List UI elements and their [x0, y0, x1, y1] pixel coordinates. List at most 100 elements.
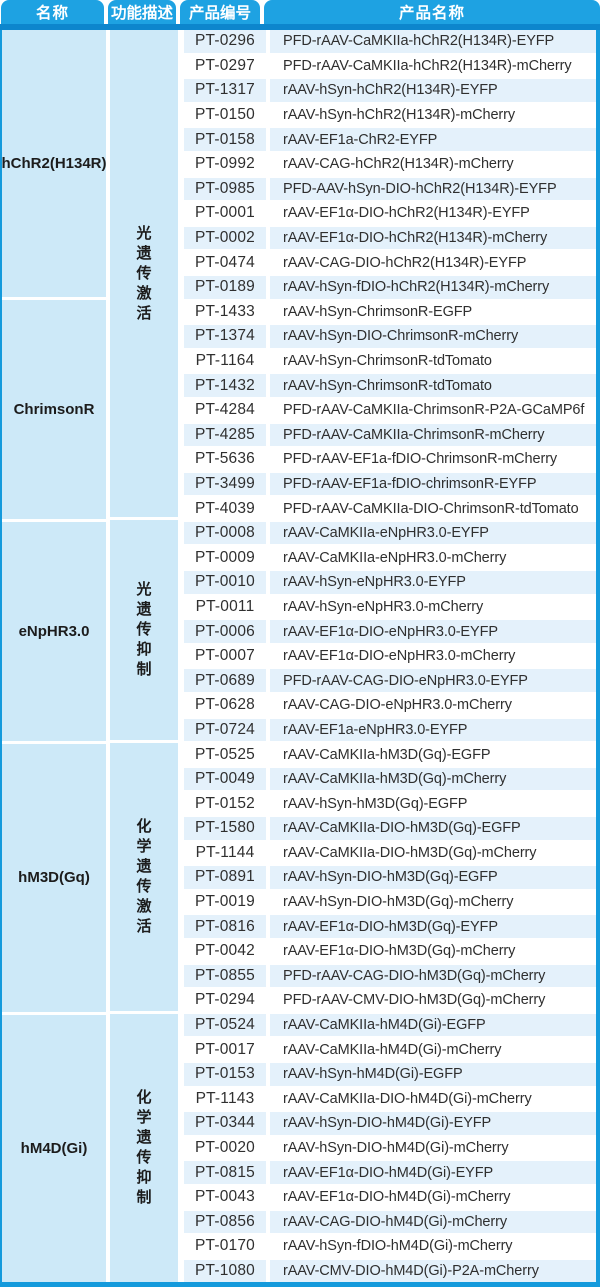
table-row: PT-0724 rAAV-EF1a-eNpHR3.0-EYFP — [184, 718, 596, 744]
table-row: PT-0020 rAAV-hSyn-DIO-hM4D(Gi)-mCherry — [184, 1136, 596, 1162]
product-code-cell: PT-0992 — [184, 152, 270, 176]
product-code-cell: PT-4039 — [184, 497, 270, 520]
product-name-cell: PFD-rAAV-EF1a-fDIO-chrimsonR-EYFP — [270, 472, 596, 496]
product-code-cell: PT-0020 — [184, 1136, 270, 1160]
column-functions: 光遗传激活光遗传抑制化学遗传激活化学遗传抑制 — [110, 30, 184, 1282]
table-row: PT-0856 rAAV-CAG-DIO-hM4D(Gi)-mCherry — [184, 1210, 596, 1236]
product-name-cell: rAAV-hSyn-hChR2(H134R)-mCherry — [270, 103, 596, 127]
table-row: PT-0628 rAAV-CAG-DIO-eNpHR3.0-mCherry — [184, 694, 596, 719]
table-row: PT-0008 rAAV-CaMKIIa-eNpHR3.0-EYFP — [184, 521, 596, 547]
column-header-function: 功能描述 — [108, 0, 176, 24]
function-label-vertical: 光遗传抑制 — [136, 581, 152, 679]
table-row: PT-0010 rAAV-hSyn-eNpHR3.0-EYFP — [184, 571, 596, 596]
product-code-cell: PT-0042 — [184, 939, 270, 963]
group-cell-chrimsonr: ChrimsonR — [2, 300, 106, 523]
product-name-cell: rAAV-hSyn-DIO-hM4D(Gi)-mCherry — [270, 1136, 596, 1160]
table-row: PT-1432 rAAV-hSyn-ChrimsonR-tdTomato — [184, 374, 596, 399]
product-code-cell: PT-1374 — [184, 325, 270, 348]
product-name-cell: rAAV-CaMKIIa-hM3D(Gq)-EGFP — [270, 743, 596, 766]
table-row: PT-1580 rAAV-CaMKIIa-DIO-hM3D(Gq)-EGFP — [184, 817, 596, 842]
table-row: PT-0002 rAAV-EF1α-DIO-hChR2(H134R)-mCherr… — [184, 226, 596, 252]
product-name-cell: rAAV-CAG-DIO-hM4D(Gi)-mCherry — [270, 1210, 596, 1234]
product-code-cell: PT-0002 — [184, 226, 270, 250]
function-label-vertical: 光遗传激活 — [136, 224, 152, 322]
product-name-cell: PFD-rAAV-CaMKIIa-ChrimsonR-mCherry — [270, 423, 596, 447]
table-row: PT-0297 PFD-rAAV-CaMKIIa-hChR2(H134R)-mCh… — [184, 54, 596, 80]
function-cell: 化学遗传抑制 — [110, 1013, 178, 1282]
product-name-cell: rAAV-hSyn-hM4D(Gi)-EGFP — [270, 1062, 596, 1086]
table-row: PT-3499 PFD-rAAV-EF1a-fDIO-chrimsonR-EYFP — [184, 472, 596, 498]
table-body: hChR2(H134R) ChrimsonR eNpHR3.0 hM3D(Gq) hM4… — [0, 30, 600, 1287]
product-name-cell: rAAV-CaMKIIa-hM4D(Gi)-EGFP — [270, 1013, 596, 1037]
column-rows: PT-0296 PFD-rAAV-CaMKIIa-hChR2(H134R)-EYF… — [184, 30, 596, 1283]
table-row: PT-0017 rAAV-CaMKIIa-hM4D(Gi)-mCherry — [184, 1038, 596, 1063]
table-row: PT-0474 rAAV-CAG-DIO-hChR2(H134R)-EYFP — [184, 251, 596, 276]
table-row: PT-0294 PFD-rAAV-CMV-DIO-hM3D(Gq)-mCherry — [184, 989, 596, 1014]
product-code-cell: PT-0150 — [184, 103, 270, 127]
product-name-cell: rAAV-hSyn-ChrimsonR-EGFP — [270, 300, 596, 324]
table-row: PT-1143 rAAV-CaMKIIa-DIO-hM4D(Gi)-mCherry — [184, 1087, 596, 1113]
product-name-cell: PFD-rAAV-CAG-DIO-eNpHR3.0-EYFP — [270, 669, 596, 693]
product-code-cell: PT-4284 — [184, 398, 270, 422]
product-name-cell: rAAV-CAG-hChR2(H134R)-mCherry — [270, 152, 596, 176]
product-name-cell: rAAV-CaMKIIa-DIO-hM3D(Gq)-EGFP — [270, 817, 596, 840]
table-row: PT-1080 rAAV-CMV-DIO-hM4D(Gi)-P2A-mCherry — [184, 1259, 596, 1283]
product-name-cell: rAAV-EF1α-DIO-hM4D(Gi)-EYFP — [270, 1161, 596, 1184]
table-row: PT-1433 rAAV-hSyn-ChrimsonR-EGFP — [184, 300, 596, 326]
table-row: PT-1144 rAAV-CaMKIIa-DIO-hM3D(Gq)-mCherry — [184, 841, 596, 867]
table-row: PT-1164 rAAV-hSyn-ChrimsonR-tdTomato — [184, 349, 596, 375]
product-name-cell: rAAV-EF1α-DIO-hM4D(Gi)-mCherry — [270, 1185, 596, 1209]
product-code-cell: PT-0689 — [184, 669, 270, 693]
table-row: PT-1317 rAAV-hSyn-hChR2(H134R)-EYFP — [184, 79, 596, 104]
table-row: PT-0170 rAAV-hSyn-fDIO-hM4D(Gi)-mCherry — [184, 1235, 596, 1260]
product-code-cell: PT-0007 — [184, 644, 270, 668]
product-name-cell: PFD-rAAV-CMV-DIO-hM3D(Gq)-mCherry — [270, 989, 596, 1012]
table-row: PT-4284 PFD-rAAV-CaMKIIa-ChrimsonR-P2A-GC… — [184, 398, 596, 424]
product-name-cell: rAAV-hSyn-ChrimsonR-tdTomato — [270, 374, 596, 397]
product-code-cell: PT-0855 — [184, 964, 270, 988]
product-code-cell: PT-0010 — [184, 571, 270, 594]
table-row: PT-1374 rAAV-hSyn-DIO-ChrimsonR-mCherry — [184, 325, 596, 350]
product-name-cell: rAAV-hSyn-ChrimsonR-tdTomato — [270, 349, 596, 373]
product-name-cell: rAAV-CaMKIIa-eNpHR3.0-EYFP — [270, 521, 596, 545]
product-code-cell: PT-1433 — [184, 300, 270, 324]
product-code-cell: PT-0628 — [184, 694, 270, 717]
product-name-cell: rAAV-hSyn-hM3D(Gq)-EGFP — [270, 792, 596, 815]
table-row: PT-5636 PFD-rAAV-EF1a-fDIO-ChrimsonR-mChe… — [184, 448, 596, 473]
table-row: PT-0855 PFD-rAAV-CAG-DIO-hM3D(Gq)-mCherry — [184, 964, 596, 990]
product-name-cell: PFD-rAAV-CaMKIIa-hChR2(H134R)-EYFP — [270, 30, 596, 53]
product-code-cell: PT-0524 — [184, 1013, 270, 1037]
table-row: PT-0019 rAAV-hSyn-DIO-hM3D(Gq)-mCherry — [184, 890, 596, 916]
function-label-vertical: 化学遗传激活 — [136, 817, 152, 935]
product-name-cell: rAAV-CaMKIIa-eNpHR3.0-mCherry — [270, 546, 596, 570]
product-name-cell: rAAV-EF1α-DIO-eNpHR3.0-EYFP — [270, 620, 596, 643]
product-name-cell: rAAV-EF1α-DIO-eNpHR3.0-mCherry — [270, 644, 596, 668]
table-row: PT-0007 rAAV-EF1α-DIO-eNpHR3.0-mCherry — [184, 644, 596, 670]
product-code-cell: PT-0043 — [184, 1185, 270, 1209]
table-row: PT-0158 rAAV-EF1a-ChR2-EYFP — [184, 128, 596, 153]
product-code-cell: PT-0525 — [184, 743, 270, 766]
product-code-cell: PT-0294 — [184, 989, 270, 1012]
product-code-cell: PT-0297 — [184, 54, 270, 78]
product-name-cell: PFD-rAAV-EF1a-fDIO-ChrimsonR-mCherry — [270, 448, 596, 471]
function-cell: 化学遗传激活 — [110, 742, 178, 1014]
product-code-cell: PT-0170 — [184, 1235, 270, 1258]
product-code-cell: PT-0856 — [184, 1210, 270, 1234]
product-name-cell: PFD-rAAV-CaMKIIa-hChR2(H134R)-mCherry — [270, 54, 596, 78]
table-row: PT-0153 rAAV-hSyn-hM4D(Gi)-EGFP — [184, 1062, 596, 1088]
table-header: 名称 功能描述 产品编号 产品名称 — [0, 0, 600, 30]
table-row: PT-0043 rAAV-EF1α-DIO-hM4D(Gi)-mCherry — [184, 1185, 596, 1211]
product-code-cell: PT-1580 — [184, 817, 270, 840]
table-row: PT-0001 rAAV-EF1α-DIO-hChR2(H134R)-EYFP — [184, 202, 596, 227]
table-row: PT-0525 rAAV-CaMKIIa-hM3D(Gq)-EGFP — [184, 743, 596, 768]
product-code-cell: PT-0009 — [184, 546, 270, 570]
product-name-cell: rAAV-CAG-DIO-hChR2(H134R)-EYFP — [270, 251, 596, 274]
column-names: hChR2(H134R) ChrimsonR eNpHR3.0 hM3D(Gq) hM4… — [2, 30, 110, 1283]
product-name-cell: rAAV-CaMKIIa-hM3D(Gq)-mCherry — [270, 767, 596, 791]
product-name-cell: rAAV-CAG-DIO-eNpHR3.0-mCherry — [270, 694, 596, 717]
function-cell: 光遗传抑制 — [110, 520, 178, 743]
column-header-code: 产品编号 — [180, 0, 260, 24]
table-row: PT-0152 rAAV-hSyn-hM3D(Gq)-EGFP — [184, 792, 596, 817]
product-code-cell: PT-0816 — [184, 915, 270, 938]
product-name-cell: rAAV-EF1α-DIO-hM3D(Gq)-EYFP — [270, 915, 596, 938]
